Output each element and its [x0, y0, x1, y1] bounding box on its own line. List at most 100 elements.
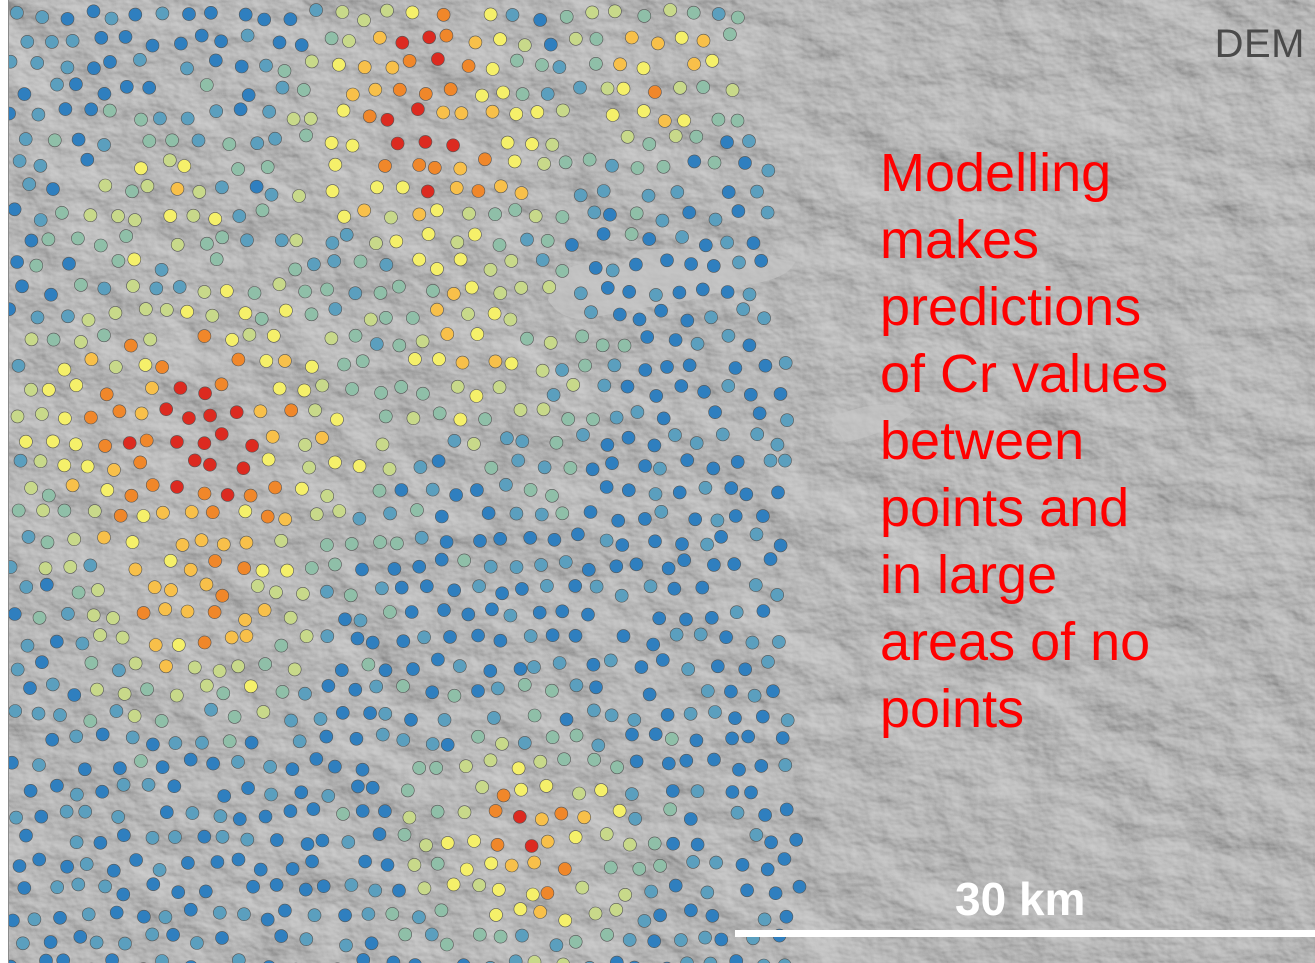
sample-point: [600, 927, 614, 942]
sample-point: [447, 583, 462, 598]
sample-point: [789, 832, 804, 847]
sample-point: [305, 854, 319, 869]
sample-point: [147, 580, 162, 595]
sample-point: [459, 759, 473, 774]
sample-point: [80, 152, 95, 167]
sample-point: [128, 562, 143, 577]
sample-point: [296, 83, 311, 97]
sample-point: [60, 60, 75, 75]
sample-point: [657, 114, 672, 128]
sample-point: [260, 912, 275, 927]
sample-point: [369, 337, 384, 351]
sample-point: [706, 259, 721, 273]
sample-point: [540, 886, 555, 900]
sample-point: [18, 132, 33, 146]
sample-point: [649, 389, 664, 403]
sample-point: [108, 306, 123, 320]
sample-point: [382, 462, 397, 476]
sample-point: [760, 205, 775, 220]
sample-point: [757, 912, 772, 927]
sample-point: [708, 705, 722, 719]
sample-point: [136, 606, 151, 620]
sample-point: [637, 914, 652, 928]
sample-point: [89, 935, 104, 950]
sample-point: [624, 227, 639, 241]
sample-point: [596, 184, 611, 198]
sample-point: [679, 612, 693, 627]
sample-point: [263, 759, 277, 774]
sample-point: [34, 809, 49, 824]
sample-point: [247, 286, 262, 300]
sample-point: [747, 688, 762, 703]
sample-point: [288, 262, 303, 277]
sample-point: [683, 706, 698, 721]
sample-point: [708, 212, 723, 227]
sample-point: [450, 379, 465, 394]
sample-point: [611, 513, 626, 528]
sample-point: [756, 509, 770, 523]
sample-point: [86, 4, 101, 19]
sample-point: [111, 209, 125, 223]
sample-point: [569, 728, 584, 743]
sample-point: [309, 3, 323, 17]
sample-point: [325, 184, 340, 198]
sample-point: [380, 3, 394, 18]
sample-point: [779, 802, 794, 817]
sample-point: [365, 635, 380, 650]
sample-point: [527, 855, 542, 870]
sample-point: [742, 134, 756, 148]
sample-point: [240, 832, 255, 847]
sample-point: [214, 34, 228, 49]
sample-point: [425, 685, 440, 700]
sample-point: [204, 702, 218, 717]
sample-point: [231, 352, 246, 367]
sample-point: [339, 938, 353, 953]
sample-point: [215, 180, 229, 195]
sample-point: [304, 307, 319, 322]
sample-point: [380, 858, 395, 872]
sample-point: [411, 102, 425, 116]
sample-point: [738, 662, 753, 677]
sample-point: [33, 213, 48, 227]
sample-point: [682, 358, 697, 373]
scale-bar: [735, 930, 1315, 937]
sample-point: [687, 154, 702, 169]
sample-point: [698, 480, 713, 495]
sample-point: [689, 129, 704, 144]
sample-point: [752, 406, 767, 421]
sample-point: [630, 405, 645, 419]
sample-point: [181, 856, 195, 870]
sample-point: [471, 684, 485, 698]
sample-point: [233, 102, 248, 117]
sample-point: [653, 461, 667, 476]
sample-point: [446, 286, 461, 301]
sample-point: [231, 659, 245, 674]
sample-point: [627, 713, 642, 727]
sample-point: [339, 228, 354, 242]
sample-point: [97, 281, 112, 296]
sample-point: [61, 606, 75, 621]
sample-point: [46, 332, 61, 347]
sample-point: [728, 361, 743, 375]
sample-point: [643, 579, 658, 594]
sample-point: [594, 783, 609, 797]
sample-point: [709, 855, 723, 870]
sample-point: [368, 82, 383, 97]
sample-point: [321, 789, 336, 803]
sample-point: [469, 389, 484, 403]
sample-point: [408, 958, 422, 963]
sample-point: [666, 836, 680, 851]
sample-point: [587, 703, 601, 718]
sample-point: [395, 35, 410, 50]
sample-point: [209, 104, 223, 118]
sample-point: [163, 209, 178, 223]
sample-point: [73, 929, 88, 944]
sample-point: [609, 410, 624, 425]
sample-point: [727, 557, 742, 571]
sample-point: [599, 533, 614, 548]
sample-point: [464, 280, 479, 295]
sample-point: [555, 210, 570, 224]
sample-point: [83, 714, 98, 728]
sample-point: [104, 11, 119, 26]
